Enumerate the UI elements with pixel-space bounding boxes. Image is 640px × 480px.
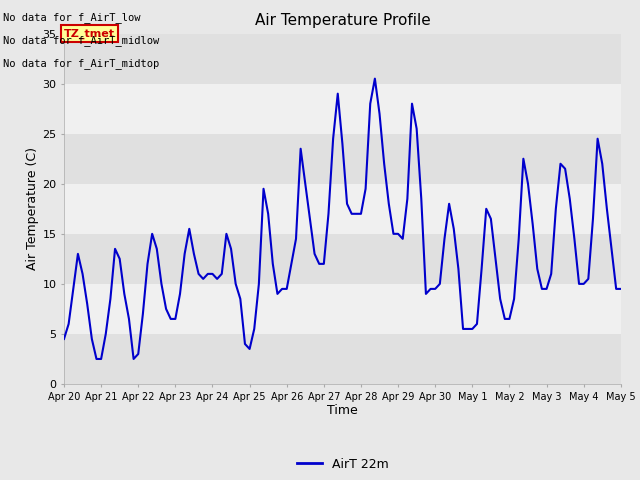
Text: No data for f_AirT_low: No data for f_AirT_low (3, 12, 141, 23)
Bar (64, 34, 621, 84)
X-axis label: Time: Time (327, 405, 358, 418)
Bar (64, 84, 621, 134)
Y-axis label: Air Temperature (C): Air Temperature (C) (26, 147, 40, 270)
Bar (64, 334, 621, 384)
Bar (64, 284, 621, 334)
Bar (64, 234, 621, 284)
Text: No data for f_AirT_midlow: No data for f_AirT_midlow (3, 35, 159, 46)
Text: No data for f_AirT_midtop: No data for f_AirT_midtop (3, 58, 159, 69)
Legend: AirT 22m: AirT 22m (292, 453, 393, 476)
Text: TZ_tmet: TZ_tmet (64, 28, 115, 39)
Title: Air Temperature Profile: Air Temperature Profile (255, 13, 430, 28)
Bar (64, 134, 621, 184)
Bar (64, 184, 621, 234)
